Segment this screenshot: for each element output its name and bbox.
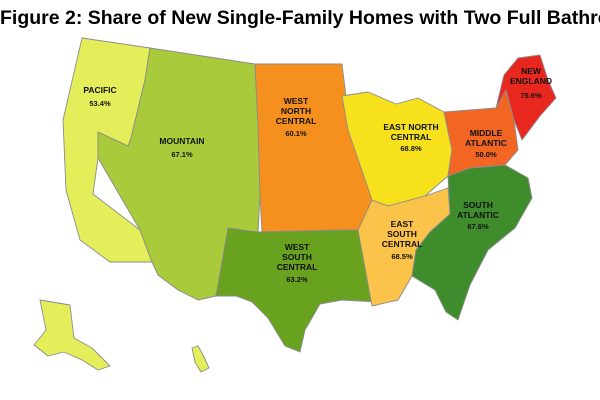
label-wsc-value: 63.2% xyxy=(286,275,308,284)
label-wsc-line1: WEST xyxy=(285,242,310,252)
label-esc-line2: SOUTH xyxy=(387,229,417,239)
label-mountain-name: MOUNTAIN xyxy=(159,136,204,146)
label-sa-value: 67.6% xyxy=(467,222,489,231)
label-enc-line1: EAST NORTH xyxy=(383,122,438,132)
label-pacific: PACIFIC 53.4% xyxy=(83,85,116,108)
region-south-atlantic xyxy=(411,164,533,321)
label-mountain: MOUNTAIN 67.1% xyxy=(159,136,204,159)
label-esc-line3: CENTRAL xyxy=(382,239,423,249)
label-east-north-central: EAST NORTH CENTRAL 68.8% xyxy=(383,122,438,153)
label-new-england: NEW ENGLAND 75.6% xyxy=(510,66,552,100)
region-new-england xyxy=(495,54,557,141)
region-hawaii xyxy=(191,345,210,373)
label-enc-line2: CENTRAL xyxy=(391,132,432,142)
label-ma-value: 50.0% xyxy=(475,150,497,159)
label-east-south-central: EAST SOUTH CENTRAL 68.5% xyxy=(382,219,423,261)
label-wsc-line3: CENTRAL xyxy=(277,262,318,272)
label-wnc-line1: WEST xyxy=(284,96,309,106)
label-south-atlantic: SOUTH ATLANTIC 67.6% xyxy=(457,200,499,231)
label-wnc-value: 60.1% xyxy=(285,129,307,138)
label-wsc-line2: SOUTH xyxy=(282,252,312,262)
label-wnc-line3: CENTRAL xyxy=(276,116,317,126)
label-sa-line2: ATLANTIC xyxy=(457,210,499,220)
region-alaska xyxy=(33,299,111,371)
label-wnc-line2: NORTH xyxy=(281,106,311,116)
map-title: Figure 2: Share of New Single-Family Hom… xyxy=(0,7,600,29)
label-ne-line1: NEW xyxy=(521,66,542,76)
label-west-south-central: WEST SOUTH CENTRAL 63.2% xyxy=(277,242,318,284)
label-enc-value: 68.8% xyxy=(400,144,422,153)
label-esc-line1: EAST xyxy=(391,219,414,229)
label-west-north-central: WEST NORTH CENTRAL 60.1% xyxy=(276,96,317,138)
label-esc-value: 68.5% xyxy=(391,252,413,261)
label-middle-atlantic: MIDDLE ATLANTIC 50.0% xyxy=(465,128,507,159)
label-pacific-name: PACIFIC xyxy=(83,85,116,95)
label-ne-value: 75.6% xyxy=(520,91,542,100)
label-ma-line2: ATLANTIC xyxy=(465,138,507,148)
label-ma-line1: MIDDLE xyxy=(470,128,503,138)
label-mountain-value: 67.1% xyxy=(171,150,193,159)
label-pacific-value: 53.4% xyxy=(89,99,111,108)
label-ne-line2: ENGLAND xyxy=(510,76,552,86)
label-sa-line1: SOUTH xyxy=(463,200,493,210)
